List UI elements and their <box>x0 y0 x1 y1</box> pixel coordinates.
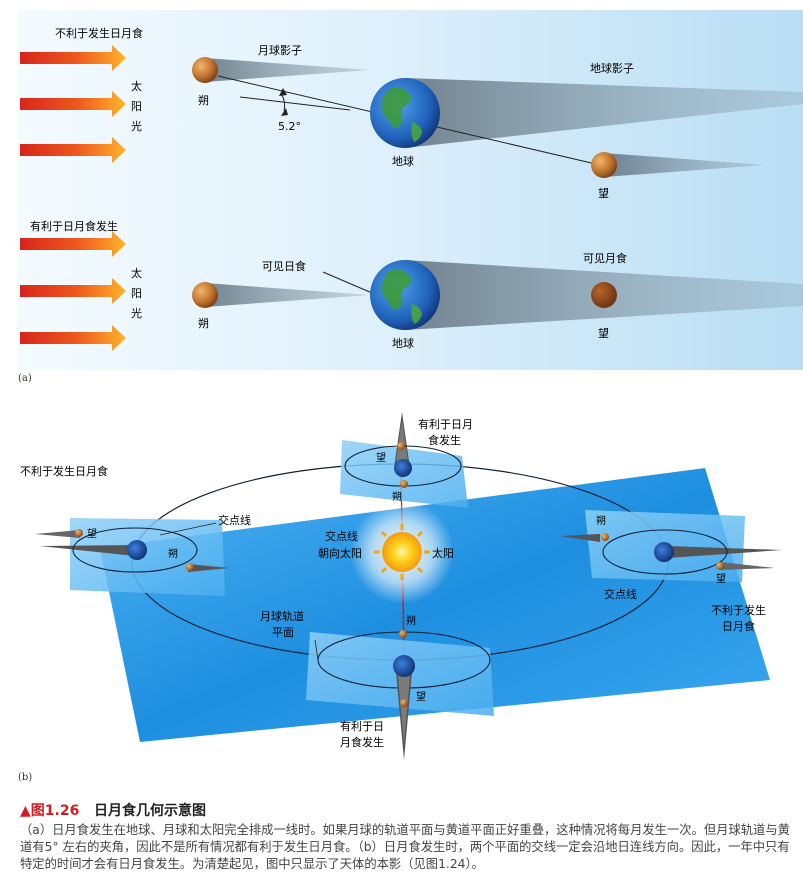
node-line-to-sun-label-2: 朝向太阳 <box>318 546 362 560</box>
node-line-to-sun-label-1: 交点线 <box>325 529 358 543</box>
full-moon-label-top-b: 望 <box>376 451 386 464</box>
caption-title: ▲图1.26 日月食几何示意图 <box>20 800 790 820</box>
full-moon-top <box>591 152 617 178</box>
earth-label-bottom: 地球 <box>392 336 414 350</box>
orbit-plane-label-2: 平面 <box>272 626 294 639</box>
full-moon-bottom <box>591 282 617 308</box>
favorable-label-top-2: 食发生 <box>428 433 461 447</box>
panel-a-label: (a) <box>18 373 32 384</box>
earth-shadow-spike-bottom-2 <box>398 676 410 745</box>
full-moon-right-b <box>716 562 724 570</box>
earth-shadow-spike-right-3 <box>560 534 600 542</box>
sunlight-char-3: 光 <box>131 119 142 133</box>
new-moon-left-b <box>186 563 194 571</box>
favorable-label-bottom-2: 月食发生 <box>340 735 384 749</box>
unfavorable-label-left: 不利于发生日月食 <box>20 464 108 478</box>
panel-a-diagram: 不利于发生日月食 太 阳 光 朔 月球影子 地球影子 5.2° 地球 望 有利于… <box>18 10 803 370</box>
moon-shadow-cone-top <box>205 58 370 82</box>
figure-number: 图1.26 <box>30 803 80 819</box>
moon-orbit-right <box>602 529 728 575</box>
sun-label: 太阳 <box>432 547 454 560</box>
node-line-label-left: 交点线 <box>218 513 251 527</box>
orbit-plane-label-1: 月球轨道 <box>260 609 304 623</box>
new-moon-label-bottom-b: 朔 <box>406 614 416 627</box>
full-moon-label-bottom: 望 <box>598 327 609 340</box>
moon-shadow-label: 月球影子 <box>258 43 302 57</box>
new-moon-bottom <box>192 282 218 308</box>
full-moon-top-b <box>397 442 405 450</box>
earth-shadow-label: 地球影子 <box>590 61 634 75</box>
node-line-label-right: 交点线 <box>604 587 637 601</box>
favorable-label-top-1: 有利于日月 <box>418 417 473 431</box>
new-moon-top <box>192 57 218 83</box>
figure-caption: ▲图1.26 日月食几何示意图 （a）日月食发生在地球、月球和太阳完全排成一线时… <box>20 800 790 873</box>
new-moon-label-right-b: 朔 <box>596 514 606 527</box>
angle-arc <box>281 94 286 112</box>
full-moon-shadow-top <box>604 153 765 177</box>
node-line-pointer-left <box>159 522 217 536</box>
full-moon-label-top: 望 <box>598 187 609 200</box>
solar-eclipse-pointer <box>322 271 373 294</box>
panel-b-label: (b) <box>18 772 33 783</box>
condition-label-top: 不利于发生日月食 <box>55 26 143 40</box>
lunar-eclipse-label: 可见月食 <box>583 251 627 265</box>
earth-right-b <box>654 542 674 562</box>
new-moon-label-top-b: 朔 <box>392 490 402 503</box>
sunlight-char-2-bottom: 阳 <box>131 287 142 300</box>
new-moon-top-b <box>400 480 408 488</box>
sunlight-char-3-bottom: 光 <box>131 306 142 320</box>
earth-top-b <box>394 459 412 477</box>
new-moon-label-bottom: 朔 <box>198 317 209 330</box>
moon-shadow-cone-bottom <box>205 283 370 307</box>
moon-orbit-left <box>72 527 198 573</box>
sunlight-char-1: 太 <box>131 80 142 93</box>
condition-label-bottom: 有利于日月食发生 <box>30 219 118 233</box>
earth-shadow-cone-top <box>405 78 803 148</box>
full-moon-label-right-b: 望 <box>716 572 726 585</box>
caption-marker: ▲ <box>20 803 31 819</box>
sunlight-char-2: 阳 <box>131 100 142 113</box>
solar-eclipse-label: 可见日食 <box>262 259 306 273</box>
earth-shadow-spike-left-1 <box>40 545 135 556</box>
ecliptic-reference-line <box>239 96 351 111</box>
new-moon-label-top: 朔 <box>198 94 209 107</box>
new-moon-bottom-b <box>399 630 407 638</box>
angle-arrow-top <box>279 88 287 96</box>
full-moon-label-left-b: 望 <box>87 527 97 540</box>
earth-top <box>370 78 440 148</box>
unfavorable-label-right-2: 日月食 <box>722 619 755 633</box>
earth-shadow-spike-right-2 <box>720 562 775 570</box>
earth-shadow-spike-top-2 <box>396 420 408 462</box>
earth-shadow-spike-right-1 <box>668 546 782 558</box>
full-moon-bottom-b <box>400 699 408 707</box>
caption-body: （a）日月食发生在地球、月球和太阳完全排成一线时。如果月球的轨道平面与黄道平面正… <box>20 823 790 871</box>
unfavorable-label-right-1: 不利于发生 <box>711 603 766 617</box>
orbit-plane-pointer <box>314 639 319 661</box>
full-moon-label-bottom-b: 望 <box>416 690 426 703</box>
earth-label-top: 地球 <box>392 154 414 168</box>
angle-arrow-bottom <box>281 108 288 116</box>
sun <box>374 524 430 580</box>
figure-title: 日月食几何示意图 <box>93 803 206 819</box>
full-moon-left-b <box>75 529 83 537</box>
earth-bottom-b <box>393 655 415 677</box>
sunlight-arrows-top <box>20 45 126 163</box>
panel-b-diagram: 太阳 交点线 朝向太阳 望 朔 有利于日月 食发生 望 朔 交点线 不利于发生日… <box>20 412 782 760</box>
earth-shadow-spike-right-left <box>188 564 230 572</box>
earth-left-b <box>127 540 147 560</box>
angle-label: 5.2° <box>278 120 301 133</box>
earth-shadow-spike-left-2 <box>35 530 80 538</box>
new-moon-right-b <box>601 533 609 541</box>
sunlight-arrows-bottom <box>20 231 126 351</box>
favorable-label-bottom-1: 有利于日 <box>340 719 384 733</box>
sunlight-char-1-bottom: 太 <box>131 267 142 280</box>
earth-bottom <box>370 260 440 330</box>
new-moon-label-left-b: 朔 <box>168 547 178 560</box>
